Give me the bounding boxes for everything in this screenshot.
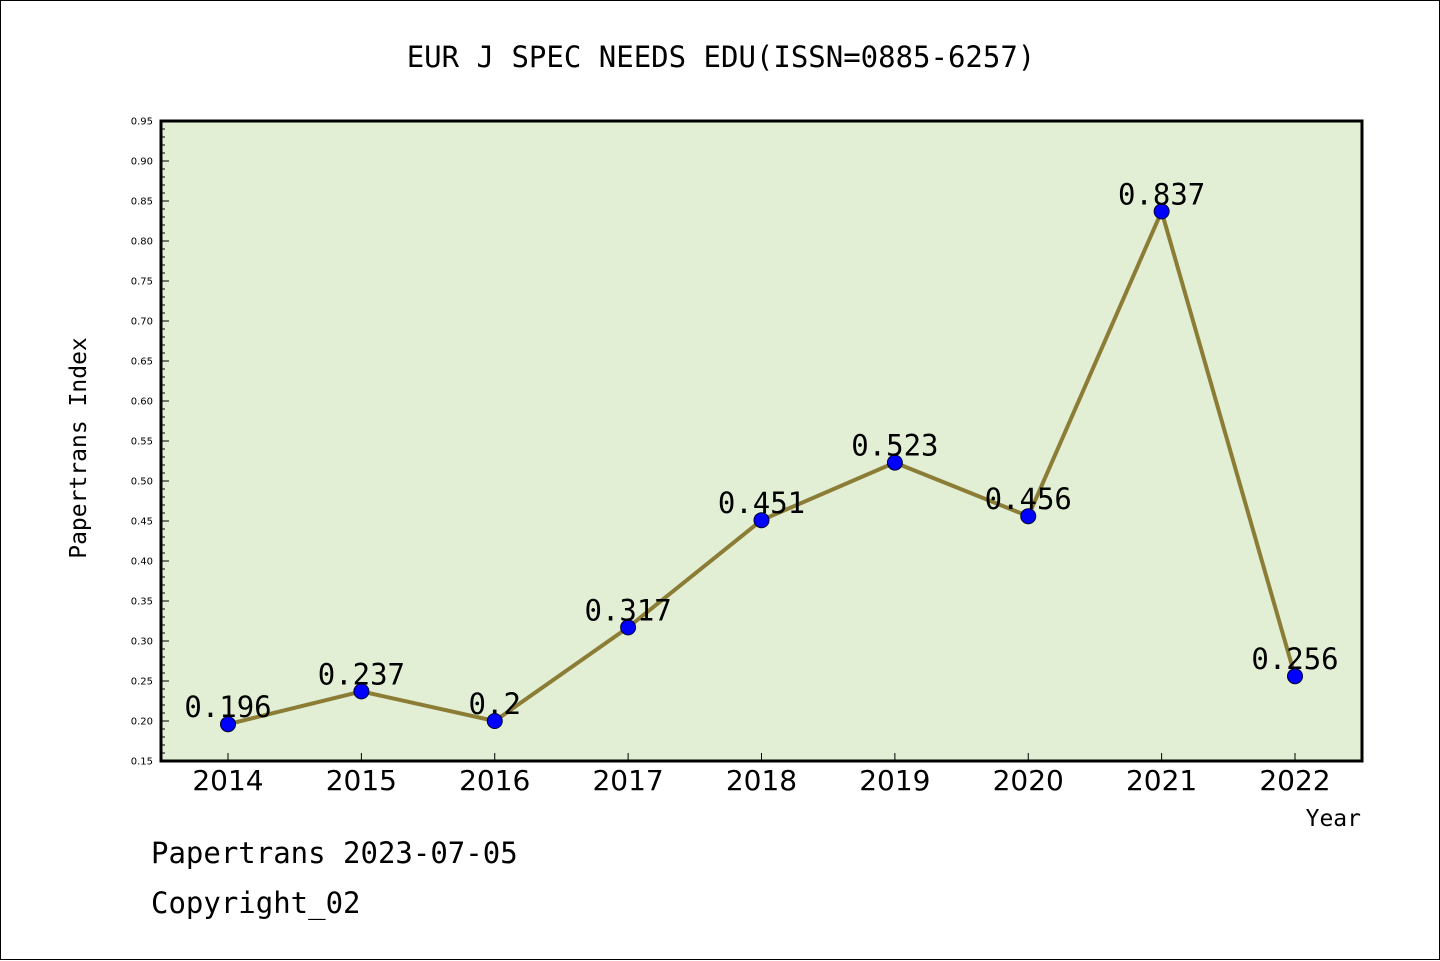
- x-axis-label: Year: [1306, 806, 1361, 832]
- series-layer: 0.196 0.237 0.2 0.317 0.451 0.523 0.456 0.837 0.…: [184, 177, 1339, 733]
- y-tick-label: 0.75: [131, 277, 153, 288]
- data-point: [220, 716, 236, 733]
- footer-copyright: Copyright_02: [151, 886, 361, 920]
- footer-date: Papertrans 2023-07-05: [151, 836, 518, 870]
- data-label: 0.456: [985, 482, 1072, 516]
- data-label: 0.237: [318, 657, 405, 691]
- chart-title: EUR J SPEC NEEDS EDU(ISSN=0885-6257): [407, 40, 1036, 74]
- y-tick-label: 0.85: [131, 197, 153, 208]
- y-tick-label: 0.90: [131, 157, 153, 168]
- data-label: 0.523: [851, 429, 938, 463]
- data-point: [886, 454, 903, 471]
- x-axis: 2014 2015 2016 2017 2018 2019 2020 2021 2022: [192, 753, 1331, 797]
- data-point: [753, 512, 770, 529]
- x-tick-label: 2020: [993, 764, 1064, 797]
- x-tick-label: 2018: [726, 764, 797, 797]
- data-label: 0.2: [469, 687, 521, 721]
- y-tick-label: 0.45: [131, 517, 153, 528]
- y-tick-label: 0.95: [131, 117, 153, 128]
- y-tick-label: 0.50: [131, 477, 153, 488]
- x-tick-label: 2014: [192, 764, 263, 797]
- y-tick-label: 0.55: [131, 437, 153, 448]
- data-point: [1153, 203, 1170, 220]
- y-tick-label: 0.80: [131, 237, 153, 248]
- x-tick-label: 2022: [1259, 764, 1330, 797]
- x-tick-label: 2017: [592, 764, 663, 797]
- y-tick-label: 0.20: [131, 717, 153, 728]
- y-axis-label: Papertrans Index: [66, 337, 92, 559]
- y-tick-label: 0.25: [131, 677, 153, 688]
- x-tick-label: 2021: [1126, 764, 1197, 797]
- x-tick-label: 2016: [459, 764, 530, 797]
- data-label: 0.196: [184, 690, 271, 724]
- y-tick-label: 0.15: [131, 757, 153, 768]
- y-tick-label: 0.40: [131, 557, 153, 568]
- y-tick-label: 0.60: [131, 397, 153, 408]
- x-tick-label: 2019: [859, 764, 930, 797]
- y-tick-label: 0.30: [131, 637, 153, 648]
- y-axis: 0.15 0.20 0.25 0.30 0.35 0.40 0.45 0.50 0.55 0.60…: [131, 117, 169, 768]
- data-point: [1020, 508, 1037, 525]
- data-point: [1287, 668, 1303, 685]
- data-label: 0.837: [1118, 177, 1205, 211]
- data-point: [620, 619, 637, 636]
- data-point: [486, 713, 503, 729]
- data-label: 0.256: [1251, 642, 1338, 676]
- y-tick-label: 0.70: [131, 317, 153, 328]
- data-label: 0.317: [584, 593, 671, 627]
- y-tick-label: 0.65: [131, 357, 153, 368]
- x-tick-label: 2015: [326, 764, 397, 797]
- data-label: 0.451: [718, 486, 805, 520]
- data-point: [353, 683, 370, 700]
- plot-area: [159, 119, 1364, 763]
- y-tick-label: 0.35: [131, 597, 153, 608]
